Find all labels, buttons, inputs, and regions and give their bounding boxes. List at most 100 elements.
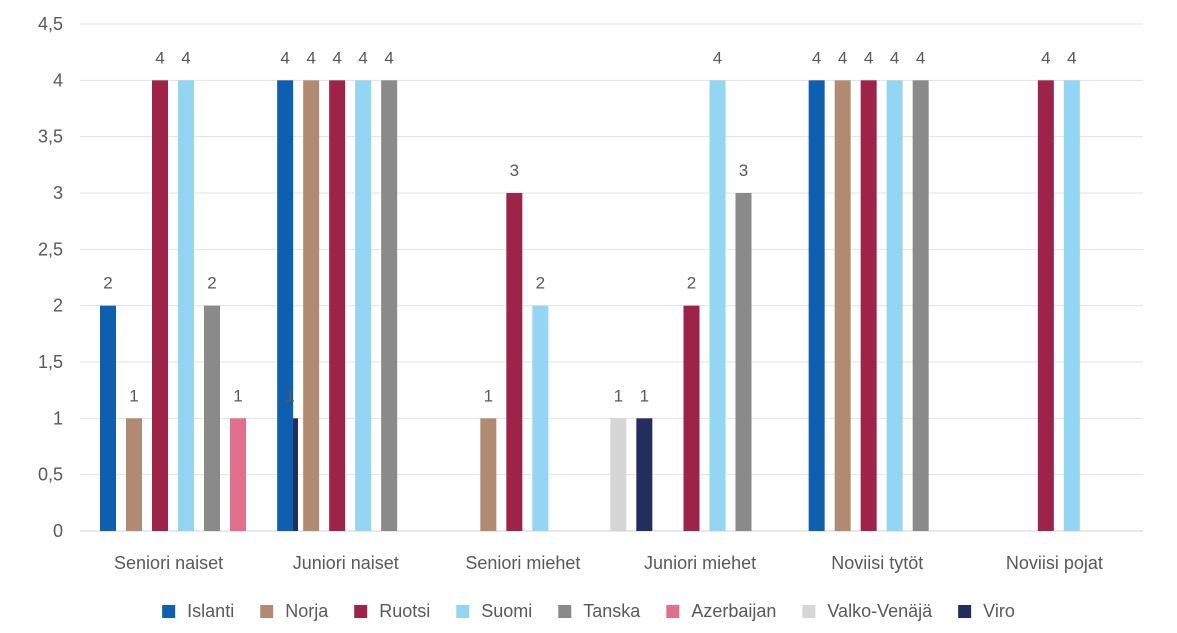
bar-seniori-naiset-ruotsi <box>152 80 168 531</box>
legend-swatch <box>456 605 470 618</box>
bar-juniori-naiset-islanti <box>277 80 294 531</box>
legend-swatch <box>354 605 368 618</box>
data-label: 3 <box>510 161 519 180</box>
legend-swatch <box>666 605 680 618</box>
bars <box>100 80 1080 531</box>
x-category-label: Seniori naiset <box>114 553 223 573</box>
legend-label: Valko-Venäjä <box>827 601 933 621</box>
bar-seniori-naiset-tanska <box>204 305 220 531</box>
bar-seniori-miehet-viro <box>636 418 653 531</box>
bar-noviisi-tytot-norja <box>834 80 851 531</box>
y-tick-label: 1 <box>53 408 63 428</box>
y-tick-label: 0,5 <box>38 465 63 485</box>
data-label: 4 <box>358 48 367 67</box>
data-label: 2 <box>103 274 112 293</box>
legend-item-valko-venaja: Valko-Venäjä <box>802 601 933 621</box>
data-label: 4 <box>838 48 847 67</box>
legend-label: Islanti <box>187 601 234 621</box>
legend-swatch <box>558 605 572 618</box>
bar-juniori-naiset-tanska <box>381 80 398 531</box>
data-label: 4 <box>155 48 164 67</box>
y-tick-label: 1,5 <box>38 352 63 372</box>
legend-swatch <box>958 605 972 618</box>
bar-seniori-naiset-azerbaijan <box>230 418 246 531</box>
x-category-label: Noviisi pojat <box>1006 553 1103 573</box>
bar-juniori-miehet-tanska <box>735 193 752 531</box>
bar-seniori-miehet-suomi <box>532 305 549 531</box>
legend: Islanti Norja Ruotsi Suomi Tanska Azerbaijan V… <box>162 601 1015 621</box>
legend-swatch <box>802 605 816 618</box>
data-label: 4 <box>181 48 190 67</box>
legend-label: Norja <box>285 601 329 621</box>
bar-noviisi-tytot-suomi <box>886 80 903 531</box>
legend-item-tanska: Tanska <box>558 601 641 621</box>
y-tick-label: 2,5 <box>38 239 63 259</box>
data-label: 4 <box>812 48 821 67</box>
bar-juniori-miehet-suomi <box>709 80 726 531</box>
data-label: 4 <box>384 48 393 67</box>
data-label: 4 <box>1041 48 1050 67</box>
y-tick-label: 3,5 <box>38 127 63 147</box>
y-tick-label: 4,5 <box>38 14 63 34</box>
bar-juniori-naiset-ruotsi <box>329 80 346 531</box>
y-tick-label: 0 <box>53 521 63 541</box>
bar-seniori-naiset-suomi <box>178 80 194 531</box>
legend-item-azerbaijan: Azerbaijan <box>666 601 776 621</box>
legend-label: Ruotsi <box>379 601 430 621</box>
legend-item-viro: Viro <box>958 601 1015 621</box>
bar-seniori-miehet-norja <box>480 418 497 531</box>
bar-juniori-miehet-ruotsi <box>683 305 700 531</box>
data-label: 4 <box>916 48 925 67</box>
x-category-label: Juniori miehet <box>644 553 756 573</box>
data-label: 1 <box>233 386 242 405</box>
bar-seniori-naiset-islanti <box>100 305 116 531</box>
data-label: 2 <box>207 274 216 293</box>
bar-noviisi-tytot-tanska <box>912 80 929 531</box>
bar-seniori-naiset-norja <box>126 418 142 531</box>
data-label: 1 <box>129 386 138 405</box>
data-label: 2 <box>687 274 696 293</box>
bar-noviisi-pojat-suomi <box>1063 80 1080 531</box>
data-label: 3 <box>739 161 748 180</box>
data-label: 4 <box>306 48 315 67</box>
bar-juniori-naiset-suomi <box>355 80 372 531</box>
bar-noviisi-tytot-islanti <box>808 80 825 531</box>
legend-item-norja: Norja <box>260 601 329 621</box>
bar-juniori-naiset-norja <box>303 80 320 531</box>
data-label: 4 <box>713 48 722 67</box>
legend-label: Tanska <box>583 601 641 621</box>
y-tick-label: 2 <box>53 296 63 316</box>
x-category-label: Seniori miehet <box>465 553 580 573</box>
legend-item-suomi: Suomi <box>456 601 532 621</box>
gridlines <box>80 23 1143 532</box>
data-label: 1 <box>614 386 623 405</box>
data-label: 4 <box>864 48 873 67</box>
data-label: 4 <box>890 48 899 67</box>
legend-swatch <box>162 605 176 618</box>
bar-seniori-miehet-ruotsi <box>506 193 523 531</box>
legend-item-islanti: Islanti <box>162 601 234 621</box>
x-category-label: Noviisi tytöt <box>831 553 923 573</box>
data-label: 4 <box>332 48 341 67</box>
data-label: 1 <box>640 386 649 405</box>
bar-noviisi-tytot-ruotsi <box>860 80 877 531</box>
legend-item-ruotsi: Ruotsi <box>354 601 430 621</box>
data-label: 2 <box>536 274 545 293</box>
legend-label: Suomi <box>481 601 532 621</box>
y-tick-label: 3 <box>53 183 63 203</box>
data-label: 1 <box>484 386 493 405</box>
data-label: 1 <box>285 386 294 405</box>
bar-seniori-miehet-valko-venaja <box>610 418 627 531</box>
legend-label: Azerbaijan <box>691 601 776 621</box>
legend-swatch <box>260 605 274 618</box>
data-label: 4 <box>1067 48 1076 67</box>
x-category-label: Juniori naiset <box>293 553 399 573</box>
data-label: 4 <box>280 48 289 67</box>
y-tick-label: 4 <box>53 70 63 90</box>
x-axis-categories: Seniori naiset Juniori naiset Seniori mieh… <box>114 553 1103 573</box>
legend-label: Viro <box>983 601 1015 621</box>
y-axis-ticks: 0 0,5 1 1,5 2 2,5 3 3,5 4 4,5 <box>38 14 63 541</box>
